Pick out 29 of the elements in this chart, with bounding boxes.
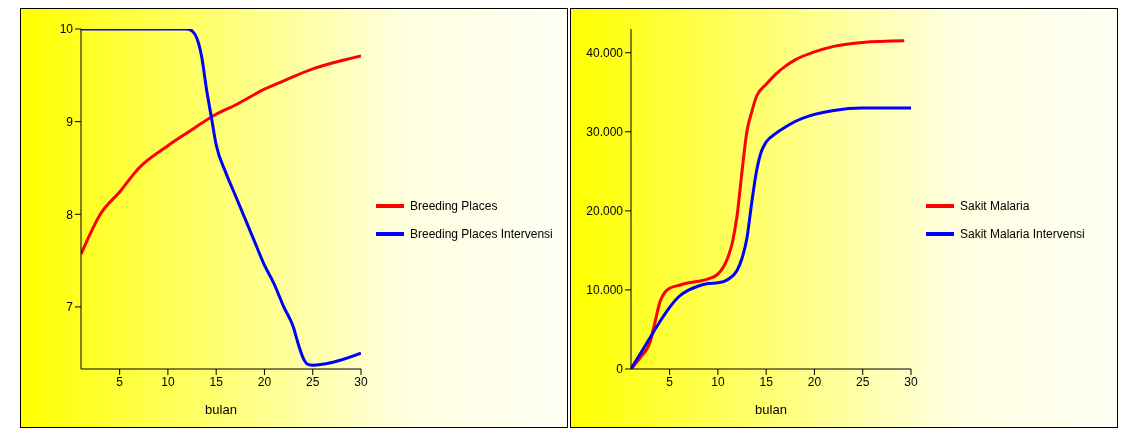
- legend-label: Breeding Places: [410, 199, 498, 213]
- y-tick-label: 20.000: [586, 204, 624, 219]
- y-tick-label: 40.000: [586, 45, 624, 60]
- x-tick-label: 5: [116, 374, 124, 389]
- y-tick-label: 10: [59, 22, 74, 37]
- y-tick-label: 30.000: [586, 125, 624, 140]
- legend-label: Breeding Places Intervensi: [410, 227, 553, 241]
- x-tick-label: 10: [711, 374, 725, 389]
- legend-label: Sakit Malaria Intervensi: [960, 227, 1085, 241]
- x-tick-label: 30: [354, 374, 368, 389]
- y-tick-label: 10.000: [586, 283, 624, 298]
- line-series: [81, 54, 361, 256]
- y-tick-label: 0: [616, 362, 624, 377]
- x-tick-label: 25: [306, 374, 320, 389]
- line-series: [631, 39, 906, 369]
- x-tick-label: 30: [904, 374, 918, 389]
- x-tick-label: 15: [759, 374, 774, 389]
- x-tick-label: 20: [257, 374, 272, 389]
- y-tick-label: 7: [66, 300, 74, 315]
- x-axis-title: bulan: [755, 402, 787, 417]
- legend-label: Sakit Malaria: [960, 199, 1030, 213]
- x-tick-label: 5: [666, 374, 674, 389]
- x-tick-label: 10: [161, 374, 175, 389]
- x-tick-label: 15: [209, 374, 224, 389]
- x-tick-label: 25: [856, 374, 870, 389]
- x-axis-title: bulan: [205, 402, 237, 417]
- x-tick-label: 20: [807, 374, 822, 389]
- y-tick-label: 8: [66, 207, 74, 222]
- y-tick-label: 9: [66, 114, 74, 129]
